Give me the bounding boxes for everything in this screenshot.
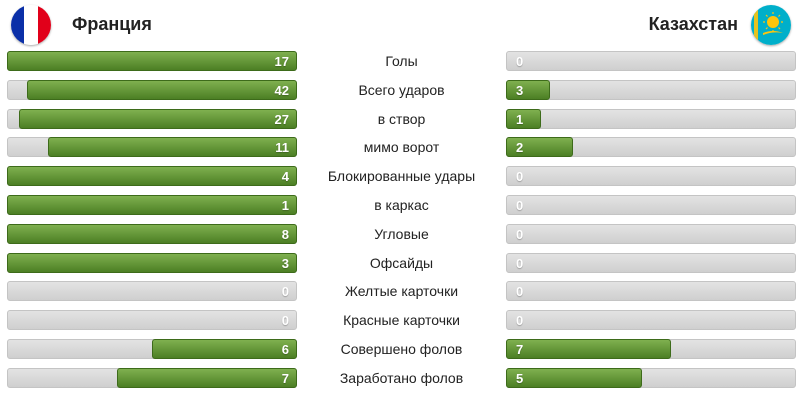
home-stat-value: 7 — [281, 371, 289, 386]
away-stat-bar: 5 — [506, 368, 796, 388]
home-stat-fill — [7, 224, 297, 244]
stat-row: 4 Блокированные удары 0 — [0, 163, 810, 189]
home-stat-value: 42 — [274, 83, 289, 98]
home-stat-bar: 4 — [7, 166, 297, 186]
away-stat-bar: 0 — [506, 310, 796, 330]
away-stat-bar: 0 — [506, 253, 796, 273]
stat-row: 8 Угловые 0 — [0, 221, 810, 247]
away-stat-bar: 0 — [506, 51, 796, 71]
away-stat-value: 0 — [516, 54, 524, 69]
home-stat-value: 0 — [281, 284, 289, 299]
home-stat-fill — [7, 166, 297, 186]
home-stat-fill — [19, 109, 297, 129]
home-stat-value: 8 — [281, 227, 289, 242]
home-stat-value: 0 — [281, 313, 289, 328]
stat-row: 7 Заработано фолов 5 — [0, 365, 810, 391]
stat-row: 27 в створ 1 — [0, 106, 810, 132]
home-stat-bar: 8 — [7, 224, 297, 244]
stat-row: 11 мимо ворот 2 — [0, 134, 810, 160]
home-stat-fill — [117, 368, 297, 388]
stat-row: 6 Совершено фолов 7 — [0, 336, 810, 362]
away-stat-fill — [506, 339, 671, 359]
stat-row: 1 в каркас 0 — [0, 192, 810, 218]
away-stat-value: 0 — [516, 313, 524, 328]
away-stat-bar: 1 — [506, 109, 796, 129]
away-stat-bar: 7 — [506, 339, 796, 359]
away-stat-bar: 0 — [506, 195, 796, 215]
away-stat-bar: 0 — [506, 224, 796, 244]
away-stat-fill — [506, 109, 541, 129]
home-stat-value: 6 — [281, 342, 289, 357]
home-stat-bar: 3 — [7, 253, 297, 273]
away-stat-value: 0 — [516, 227, 524, 242]
stat-label: Заработано фолов — [339, 370, 464, 386]
home-stat-bar: 27 — [7, 109, 297, 129]
home-stat-fill — [27, 80, 297, 100]
stat-label: Голы — [385, 53, 418, 69]
away-stat-value: 2 — [516, 140, 524, 155]
away-stat-bar: 0 — [506, 281, 796, 301]
stat-label: Красные карточки — [343, 312, 460, 328]
stat-label: Офсайды — [369, 255, 434, 271]
home-stat-bar: 6 — [7, 339, 297, 359]
home-stat-fill — [48, 137, 297, 157]
home-stat-bar: 1 — [7, 195, 297, 215]
stat-label: Блокированные удары — [327, 168, 476, 184]
home-stat-fill — [7, 195, 297, 215]
match-header: Франция Казахстан — [0, 0, 810, 50]
away-stat-value: 0 — [516, 284, 524, 299]
home-stat-bar: 7 — [7, 368, 297, 388]
away-stat-bar: 2 — [506, 137, 796, 157]
stat-row: 42 Всего ударов 3 — [0, 77, 810, 103]
stat-label: Угловые — [374, 226, 429, 242]
away-stat-value: 0 — [516, 198, 524, 213]
stat-label: Всего ударов — [358, 82, 445, 98]
home-team-name[interactable]: Франция — [72, 14, 152, 34]
home-stat-fill — [152, 339, 297, 359]
away-stat-value: 5 — [516, 371, 524, 386]
away-stat-value: 3 — [516, 83, 524, 98]
home-stat-value: 11 — [275, 140, 289, 155]
stat-row: 0 Красные карточки 0 — [0, 307, 810, 333]
away-stat-bar: 0 — [506, 166, 796, 186]
home-stat-value: 3 — [281, 256, 289, 271]
stat-label: в каркас — [374, 197, 429, 213]
france-flag-icon — [11, 5, 51, 45]
stat-label: Совершено фолов — [340, 341, 463, 357]
home-stat-bar: 0 — [7, 281, 297, 301]
home-stat-bar: 11 — [7, 137, 297, 157]
away-stat-value: 1 — [516, 112, 524, 127]
home-stat-bar: 0 — [7, 310, 297, 330]
home-stat-bar: 17 — [7, 51, 297, 71]
stat-label: мимо ворот — [363, 139, 440, 155]
stat-row: 17 Голы 0 — [0, 48, 810, 74]
home-stat-bar: 42 — [7, 80, 297, 100]
home-stat-value: 27 — [274, 112, 289, 127]
home-stat-value: 1 — [281, 198, 289, 213]
stat-label: Желтые карточки — [344, 283, 459, 299]
away-stat-value: 0 — [516, 169, 524, 184]
stat-row: 3 Офсайды 0 — [0, 250, 810, 276]
away-stat-value: 0 — [516, 256, 524, 271]
away-stat-fill — [506, 80, 550, 100]
home-stat-value: 4 — [281, 169, 289, 184]
kazakhstan-flag-icon — [751, 5, 791, 45]
stat-row: 0 Желтые карточки 0 — [0, 278, 810, 304]
away-stat-fill — [506, 137, 573, 157]
stat-label: в створ — [377, 111, 426, 127]
away-team-name[interactable]: Казахстан — [648, 14, 738, 34]
home-stat-value: 17 — [274, 54, 289, 69]
away-stat-bar: 3 — [506, 80, 796, 100]
home-stat-fill — [7, 253, 297, 273]
away-stat-fill — [506, 368, 642, 388]
home-stat-fill — [7, 51, 297, 71]
away-stat-value: 7 — [516, 342, 524, 357]
